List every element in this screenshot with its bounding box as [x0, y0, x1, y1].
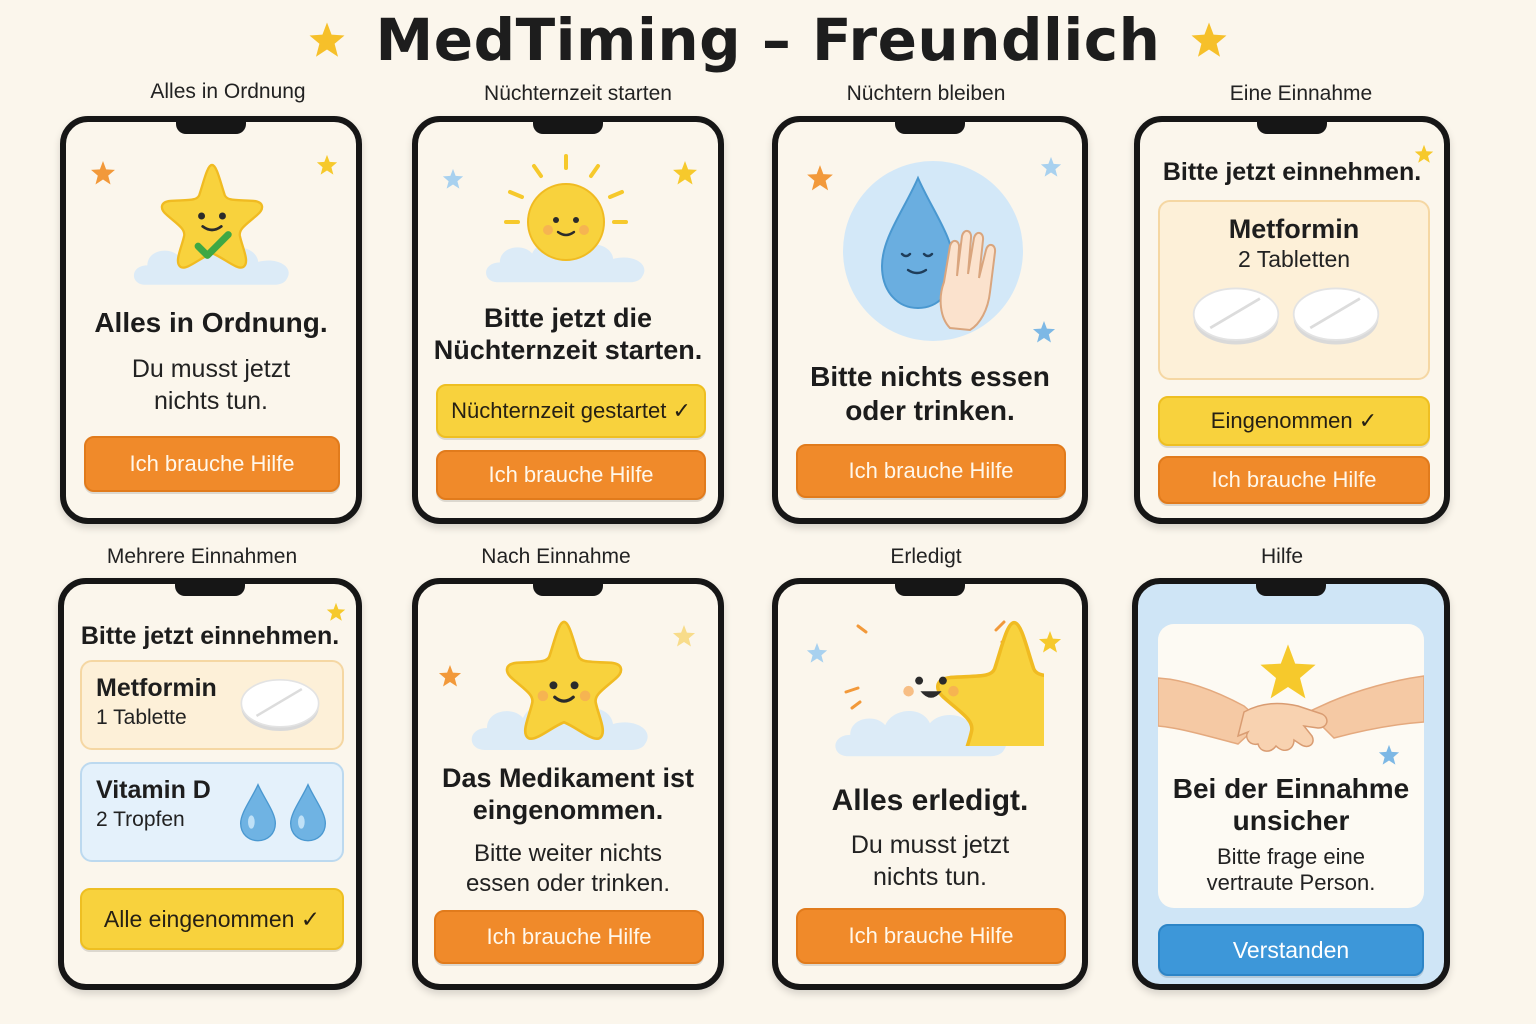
screen-label: Nüchternzeit starten [484, 82, 672, 105]
drop-stop-hand-icon [843, 161, 1023, 341]
medication-dose: 1 Tablette [96, 706, 187, 729]
pill-icon [1190, 280, 1282, 352]
screen-label: Erledigt [890, 545, 962, 568]
handshake-icon [1158, 675, 1424, 752]
help-button[interactable]: Ich brauche Hilfe [796, 908, 1066, 964]
star-icon [806, 164, 834, 192]
screen-label: Hilfe [1260, 545, 1303, 568]
instruction-line-2: Nüchternzeit starten. [433, 335, 703, 365]
drop-icon [238, 780, 278, 844]
help-card: Bei der Einnahme unsicher Bitte frage ei… [1158, 624, 1424, 908]
phone-notch [895, 584, 965, 596]
medication-name: Vitamin D [96, 776, 211, 804]
phone-notch [175, 584, 245, 596]
help-button[interactable]: Ich brauche Hilfe [796, 444, 1066, 498]
fasting-started-button[interactable]: Nüchternzeit gestartet ✓ [436, 384, 706, 438]
celebrating-star-mascot-icon [844, 620, 1044, 746]
star-icon [438, 664, 462, 688]
medication-card: Metformin 2 Tabletten [1158, 200, 1430, 380]
star-check-mascot-icon [154, 152, 270, 280]
help-button[interactable]: Ich brauche Hilfe [434, 910, 704, 964]
phone-screen-alles-in-ordnung: Alles in Ordnung. Du musst jetzt nichts … [60, 116, 362, 524]
status-text-line-2: nichts tun. [873, 863, 987, 891]
medication-dose: 2 Tabletten [1237, 246, 1351, 272]
screen-label: Nüchtern bleiben [846, 82, 1006, 105]
help-button[interactable]: Ich brauche Hilfe [84, 436, 340, 492]
page-title: MedTiming – Freundlich [375, 6, 1161, 74]
star-icon [1032, 320, 1056, 344]
status-headline-line-2: eingenommen. [472, 795, 664, 825]
instruction-line-1: Bitte nichts essen [810, 361, 1050, 392]
screen-label: Alles in Ordnung [150, 80, 306, 103]
phone-notch [533, 122, 603, 134]
phone-screen-nuechternzeit-starten: Bitte jetzt die Nüchternzeit starten. Nü… [412, 116, 724, 524]
taken-button[interactable]: Eingenommen ✓ [1158, 396, 1430, 446]
status-text-line-1: Du musst jetzt [850, 831, 1010, 859]
star-icon [308, 21, 346, 59]
help-text-line-2: vertraute Person. [1206, 870, 1376, 895]
help-button[interactable]: Ich brauche Hilfe [1158, 456, 1430, 504]
phone-screen-mehrere-einnahmen: Bitte jetzt einnehmen. Metformin 1 Table… [58, 578, 362, 990]
understood-button[interactable]: Verstanden [1158, 924, 1424, 976]
smiling-star-mascot-icon [498, 614, 630, 746]
status-text-line-1: Du musst jetzt [131, 355, 291, 383]
all-taken-button[interactable]: Alle eingenommen ✓ [80, 888, 344, 950]
instruction-text: Bitte jetzt einnehmen. [80, 622, 340, 650]
phone-notch [895, 122, 965, 134]
screen-label: Mehrere Einnahmen [106, 545, 298, 568]
medication-name: Metformin [96, 674, 217, 702]
medication-card: Metformin 1 Tablette [80, 660, 344, 750]
instruction-line-1: Bitte jetzt die [483, 303, 652, 333]
status-text-line-2: essen oder trinken. [465, 870, 671, 897]
phone-notch [1256, 584, 1326, 596]
phone-screen-hilfe: Bei der Einnahme unsicher Bitte frage ei… [1132, 578, 1450, 990]
star-icon [326, 602, 346, 622]
header: MedTiming – Freundlich [0, 2, 1536, 78]
pill-icon [1290, 280, 1382, 352]
star-icon [672, 624, 696, 648]
status-text-line-1: Bitte weiter nichts [473, 840, 663, 867]
status-headline-line-1: Das Medikament ist [441, 763, 695, 793]
phone-screen-eine-einnahme: Bitte jetzt einnehmen. Metformin 2 Table… [1134, 116, 1450, 524]
screen-label: Eine Einnahme [1229, 82, 1373, 105]
help-headline-line-1: Bei der Einnahme [1172, 773, 1410, 804]
pill-icon [238, 672, 322, 738]
sun-icon [504, 154, 628, 261]
phone-screen-erledigt: Alles erledigt. Du musst jetzt nichts tu… [772, 578, 1088, 990]
help-text-line-1: Bitte frage eine [1217, 844, 1365, 869]
status-headline: Alles erledigt. [831, 784, 1029, 817]
phone-notch [533, 584, 603, 596]
help-headline-line-2: unsicher [1232, 805, 1350, 836]
star-icon [316, 154, 338, 176]
star-icon [672, 160, 698, 186]
star-icon [442, 168, 464, 190]
medication-dose: 2 Tropfen [96, 808, 185, 831]
status-text-line-2: nichts tun. [154, 387, 268, 415]
phone-screen-nuechtern-bleiben: Bitte nichts essen oder trinken. Ich bra… [772, 116, 1088, 524]
phone-screen-nach-einnahme: Das Medikament ist eingenommen. Bitte we… [412, 578, 724, 990]
phone-notch [176, 122, 246, 134]
status-headline: Alles in Ordnung. [94, 307, 328, 338]
medication-name: Metformin [1228, 214, 1360, 244]
phone-notch [1257, 122, 1327, 134]
drop-icon [288, 780, 328, 844]
star-icon [1190, 21, 1228, 59]
star-icon [1040, 156, 1062, 178]
star-icon [90, 160, 116, 186]
screen-label: Nach Einnahme [481, 545, 631, 568]
medication-card: Vitamin D 2 Tropfen [80, 762, 344, 862]
instruction-line-2: oder trinken. [845, 395, 1015, 426]
help-button[interactable]: Ich brauche Hilfe [436, 450, 706, 500]
instruction-text: Bitte jetzt einnehmen. [1162, 158, 1422, 186]
